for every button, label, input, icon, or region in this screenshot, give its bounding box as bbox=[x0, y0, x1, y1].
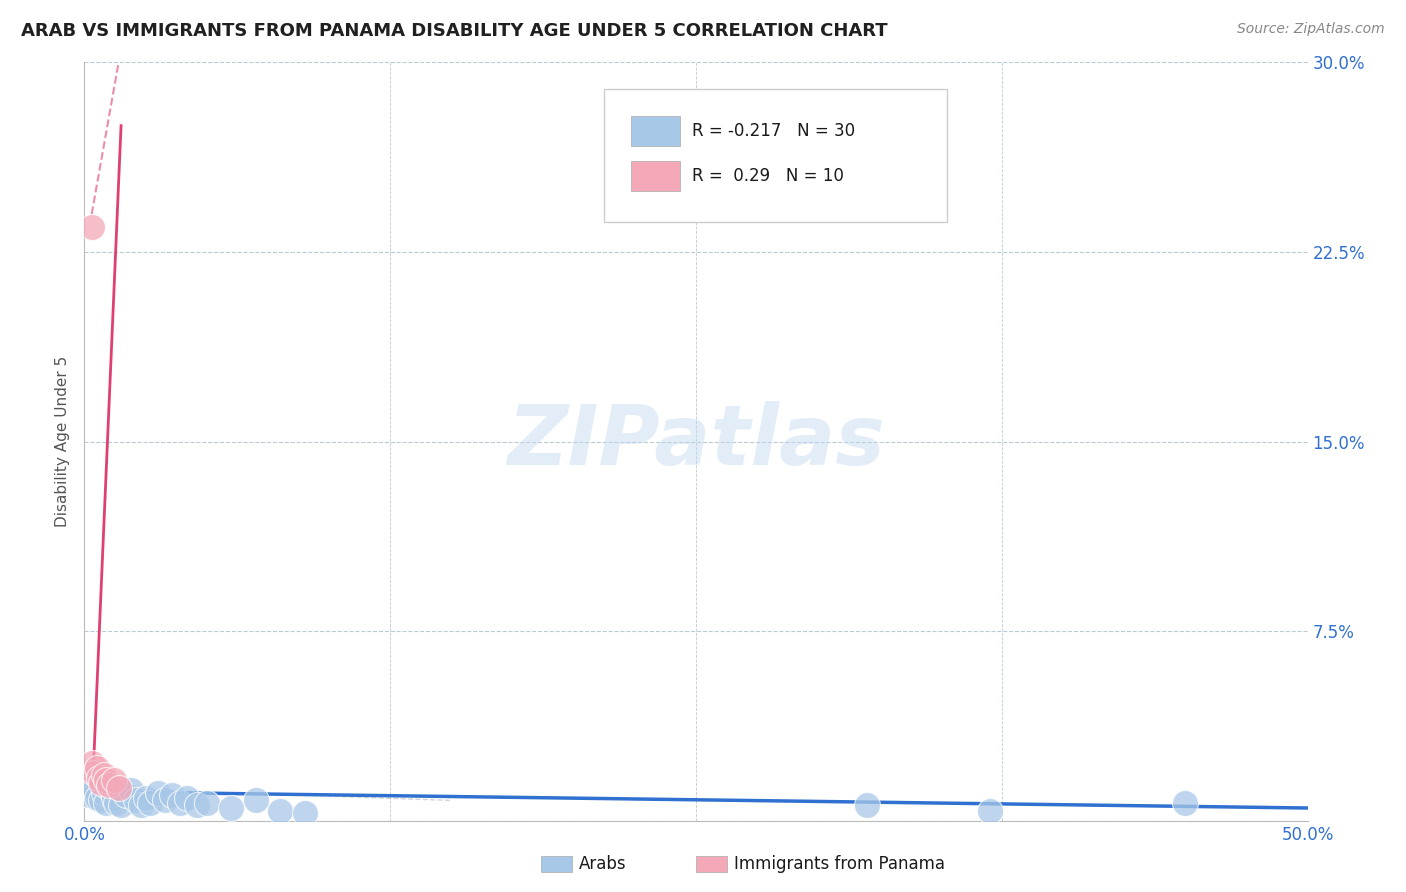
Point bbox=[103, 791, 125, 805]
Point bbox=[93, 786, 115, 800]
Point bbox=[97, 778, 120, 792]
Point bbox=[83, 780, 105, 795]
Point bbox=[80, 219, 103, 234]
Point bbox=[169, 796, 191, 810]
Text: R =  0.29   N = 10: R = 0.29 N = 10 bbox=[692, 167, 844, 186]
Point bbox=[219, 801, 242, 815]
FancyBboxPatch shape bbox=[631, 116, 681, 145]
Point bbox=[269, 804, 291, 818]
Point bbox=[96, 773, 118, 788]
Point bbox=[186, 798, 208, 813]
Point bbox=[87, 771, 110, 785]
Text: Source: ZipAtlas.com: Source: ZipAtlas.com bbox=[1237, 22, 1385, 37]
FancyBboxPatch shape bbox=[631, 161, 681, 191]
Point bbox=[77, 789, 100, 803]
Point bbox=[80, 756, 103, 770]
Y-axis label: Disability Age Under 5: Disability Age Under 5 bbox=[55, 356, 70, 527]
Point bbox=[979, 804, 1001, 818]
Point bbox=[83, 765, 105, 780]
Point bbox=[153, 793, 176, 807]
Point bbox=[103, 773, 125, 788]
Point bbox=[97, 780, 120, 795]
Text: ZIPatlas: ZIPatlas bbox=[508, 401, 884, 482]
Point bbox=[86, 791, 108, 805]
Point bbox=[115, 789, 138, 803]
Point bbox=[1174, 796, 1197, 810]
Point bbox=[162, 789, 184, 803]
Text: ARAB VS IMMIGRANTS FROM PANAMA DISABILITY AGE UNDER 5 CORRELATION CHART: ARAB VS IMMIGRANTS FROM PANAMA DISABILIT… bbox=[21, 22, 887, 40]
Point bbox=[176, 791, 198, 805]
Point bbox=[90, 776, 112, 790]
Point bbox=[129, 798, 152, 813]
Text: Immigrants from Panama: Immigrants from Panama bbox=[734, 855, 945, 873]
Point bbox=[96, 796, 118, 810]
FancyBboxPatch shape bbox=[605, 89, 946, 222]
Point bbox=[139, 796, 162, 810]
Point bbox=[146, 786, 169, 800]
Point bbox=[195, 796, 218, 810]
Text: Arabs: Arabs bbox=[579, 855, 627, 873]
Point bbox=[245, 793, 267, 807]
Point bbox=[105, 796, 128, 810]
Point bbox=[856, 798, 879, 813]
Point bbox=[107, 780, 129, 795]
Point bbox=[93, 768, 115, 782]
Text: R = -0.217   N = 30: R = -0.217 N = 30 bbox=[692, 121, 855, 140]
Point bbox=[294, 806, 316, 821]
Point bbox=[125, 793, 148, 807]
Point bbox=[135, 791, 157, 805]
Point bbox=[120, 783, 142, 797]
Point bbox=[86, 760, 108, 774]
Point bbox=[110, 798, 132, 813]
Point bbox=[90, 793, 112, 807]
